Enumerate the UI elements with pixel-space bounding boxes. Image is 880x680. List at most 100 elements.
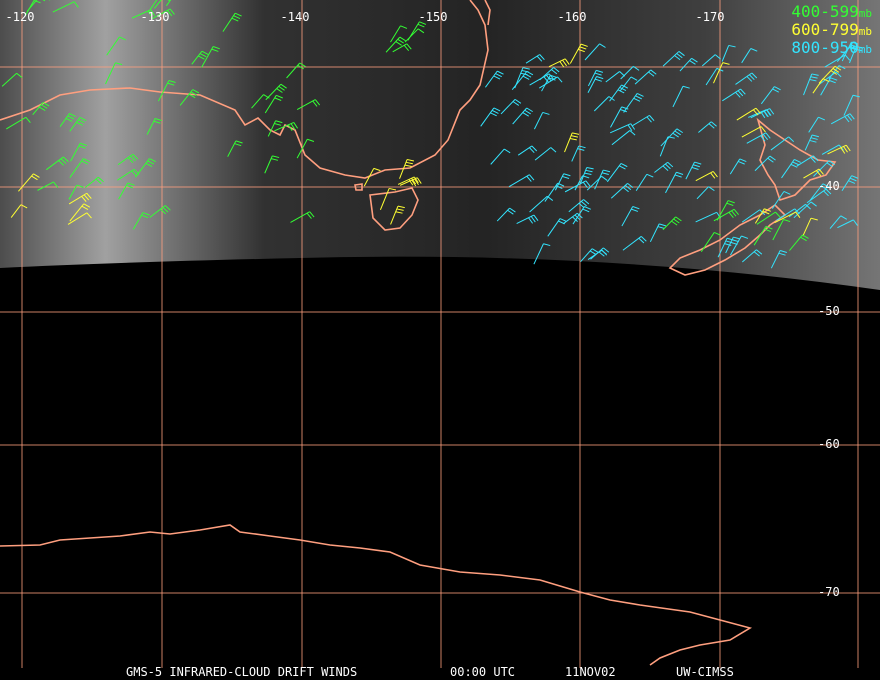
barb-flag bbox=[818, 168, 824, 175]
barb-flag bbox=[522, 67, 530, 70]
barb-flag bbox=[760, 111, 766, 119]
barb-flag bbox=[583, 199, 590, 205]
barb-flag bbox=[822, 183, 830, 188]
barb-staff bbox=[827, 144, 847, 155]
barb-flag bbox=[596, 69, 604, 73]
barb-flag bbox=[578, 145, 586, 149]
barb-flag bbox=[131, 170, 137, 177]
barb-flag bbox=[520, 72, 528, 76]
barb-staff bbox=[610, 183, 628, 199]
barb-flag bbox=[826, 162, 833, 168]
barb-staff bbox=[746, 132, 767, 144]
barb-staff bbox=[741, 126, 762, 138]
longitude-label: -170 bbox=[696, 10, 725, 24]
barb-staff bbox=[572, 206, 585, 225]
barb-flag bbox=[622, 187, 629, 193]
barb-flag bbox=[794, 158, 801, 163]
barb-flag bbox=[373, 167, 381, 172]
barb-flag bbox=[726, 237, 734, 241]
barb-flag bbox=[840, 215, 848, 220]
barb-flag bbox=[586, 167, 594, 170]
barb-flag bbox=[234, 143, 242, 147]
barb-flag bbox=[141, 214, 149, 219]
barb-flag bbox=[76, 121, 83, 126]
barb-flag bbox=[599, 43, 606, 48]
barb-flag bbox=[413, 176, 419, 184]
barb-flag bbox=[816, 170, 822, 177]
barb-flag bbox=[83, 203, 91, 208]
barb-flag bbox=[674, 130, 681, 136]
barb-flag bbox=[491, 109, 499, 114]
barb-flag bbox=[95, 178, 102, 185]
barb-flag bbox=[778, 252, 786, 256]
barb-flag bbox=[766, 109, 771, 116]
barb-staff bbox=[696, 186, 709, 200]
barb-flag bbox=[20, 204, 28, 209]
barb-flag bbox=[167, 0, 170, 2]
barb-flag bbox=[722, 62, 730, 65]
barb-staff bbox=[68, 192, 87, 205]
barb-flag bbox=[851, 175, 859, 179]
barb-flag bbox=[79, 116, 87, 122]
barb-flag bbox=[591, 248, 599, 253]
barb-flag bbox=[312, 100, 318, 107]
barb-staff bbox=[841, 41, 852, 62]
barb-flag bbox=[585, 180, 591, 187]
barb-staff bbox=[485, 70, 498, 88]
barb-flag bbox=[671, 220, 678, 226]
barb-staff bbox=[132, 212, 144, 230]
barb-flag bbox=[856, 46, 864, 49]
barb-staff bbox=[587, 76, 597, 93]
barb-staff bbox=[529, 195, 548, 213]
barb-flag bbox=[400, 25, 408, 29]
barb-staff bbox=[695, 170, 714, 182]
barb-staff bbox=[843, 95, 854, 116]
barb-staff bbox=[806, 188, 827, 204]
antarctica-coast bbox=[0, 524, 753, 666]
barb-staff bbox=[609, 84, 622, 102]
barb-flag bbox=[664, 163, 671, 170]
barb-flag bbox=[630, 76, 638, 81]
barb-flag bbox=[753, 109, 759, 116]
barb-flag bbox=[576, 212, 583, 219]
barb-staff bbox=[820, 77, 832, 96]
latitude-label: -70 bbox=[818, 585, 840, 599]
barb-flag bbox=[582, 208, 590, 213]
barb-staff bbox=[480, 107, 495, 127]
barb-staff bbox=[716, 200, 729, 221]
barb-flag bbox=[569, 137, 577, 141]
barb-staff bbox=[554, 173, 565, 191]
barb-flag bbox=[775, 211, 781, 218]
barb-flag bbox=[574, 214, 581, 221]
barb-staff bbox=[265, 83, 282, 101]
barb-flag bbox=[42, 102, 50, 107]
barb-flag bbox=[493, 107, 501, 112]
barb-flag bbox=[712, 171, 718, 178]
barb-flag bbox=[25, 116, 31, 123]
barb-flag bbox=[417, 23, 425, 28]
barb-flag bbox=[809, 79, 817, 82]
barb-flag bbox=[198, 55, 205, 60]
barb-staff bbox=[274, 121, 294, 132]
barb-staff bbox=[106, 36, 120, 56]
barb-flag bbox=[529, 147, 535, 154]
barb-flag bbox=[309, 211, 315, 218]
barb-flag bbox=[811, 134, 820, 138]
barb-staff bbox=[512, 107, 528, 125]
barb-flag bbox=[199, 53, 207, 58]
barb-flag bbox=[490, 112, 497, 117]
latitude-label: -60 bbox=[818, 437, 840, 451]
barb-flag bbox=[749, 74, 755, 81]
barb-flag bbox=[562, 59, 567, 67]
barb-flag bbox=[849, 44, 857, 48]
barb-staff bbox=[770, 136, 789, 151]
barb-flag bbox=[307, 138, 315, 142]
barb-staff bbox=[836, 45, 851, 62]
barb-flag bbox=[38, 106, 46, 112]
barb-flag bbox=[694, 161, 702, 165]
barb-flag bbox=[689, 60, 696, 65]
barb-flag bbox=[548, 73, 554, 80]
barb-flag bbox=[234, 12, 242, 17]
barb-flag bbox=[81, 205, 89, 210]
barb-flag bbox=[589, 250, 597, 256]
